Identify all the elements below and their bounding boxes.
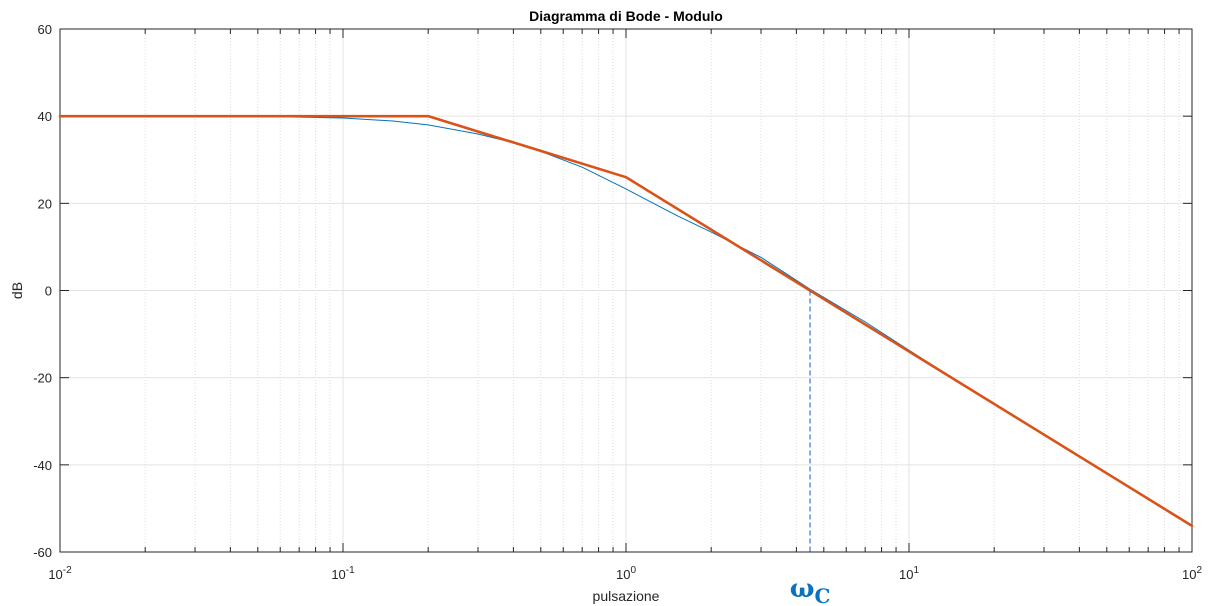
series-layer (58, 114, 1194, 528)
y-tick-labels: 60 40 20 0 -20 -40 -60 (33, 22, 52, 560)
chart-title: Diagramma di Bode - Modulo (529, 8, 723, 24)
y-tick-label: 20 (38, 196, 52, 211)
crossover-frequency-label: ωC (790, 574, 831, 606)
x-tick-label: 102 (1182, 565, 1202, 582)
x-tick-label: 10-2 (48, 565, 72, 582)
y-tick-label: -20 (33, 371, 52, 386)
y-axis-label: dB (9, 282, 25, 299)
x-axis-label: pulsazione (593, 588, 660, 604)
y-tick-label: -60 (33, 545, 52, 560)
major-gridlines (59, 28, 1193, 553)
x-tick-label: 101 (899, 565, 919, 582)
x-tick-label: 100 (616, 565, 636, 582)
y-tick-label: 60 (38, 22, 52, 37)
annotation-layer: ωC (790, 290, 831, 606)
y-tick-label: -40 (33, 458, 52, 473)
y-tick-label: 40 (38, 109, 52, 124)
y-tick-label: 0 (45, 284, 52, 299)
tick-marks (59, 28, 1193, 553)
x-tick-labels: 10-2 10-1 100 101 102 (48, 565, 1202, 582)
x-tick-label: 10-1 (331, 565, 355, 582)
series-line-asymptotic (58, 114, 1194, 528)
